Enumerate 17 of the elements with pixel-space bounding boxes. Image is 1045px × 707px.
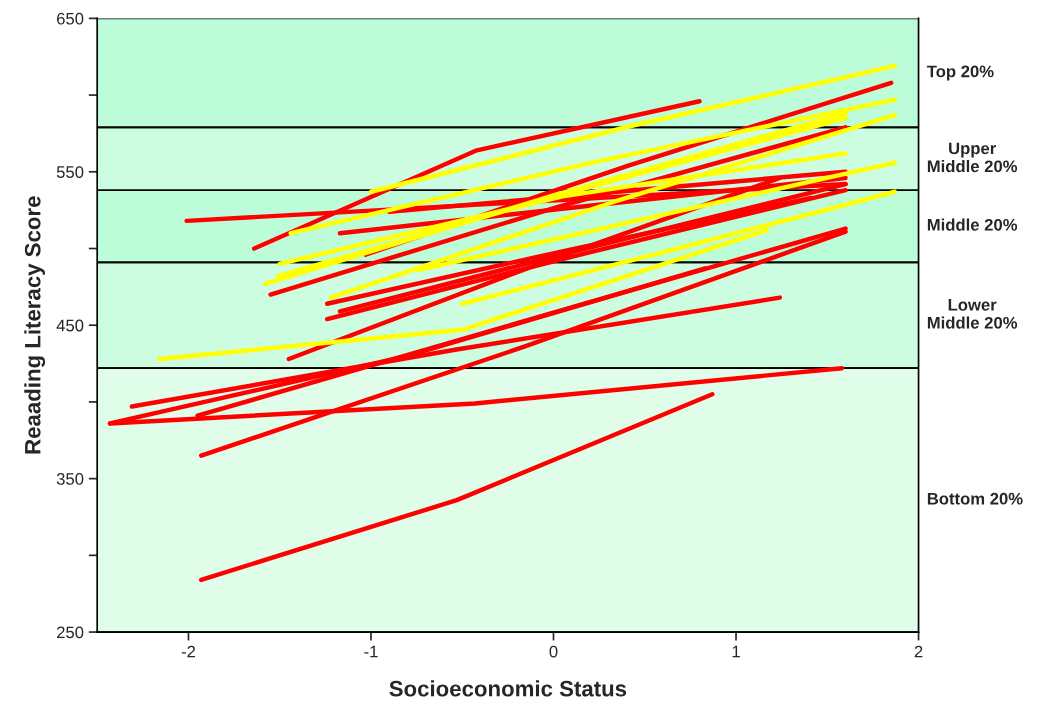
y-tick-label: 650 xyxy=(57,12,84,25)
y-tick-label: 350 xyxy=(56,473,84,485)
y-tick-label: 450 xyxy=(56,319,84,332)
band-label: Lower Middle 20% xyxy=(927,299,1018,329)
y-tick-label: 550 xyxy=(56,166,84,178)
x-axis-title: Socioeconomic Status xyxy=(389,680,627,697)
band-label: Upper Middle 20% xyxy=(927,142,1018,173)
x-tick-label: -2 xyxy=(181,645,196,658)
x-tick-label: -1 xyxy=(364,645,378,658)
y-axis-title: Reaading Literacy Score xyxy=(24,196,46,454)
y-tick-label: 250 xyxy=(57,626,84,639)
band-label: Middle 20% xyxy=(927,218,1018,231)
x-tick-label: 0 xyxy=(549,645,558,658)
x-tick-label: 1 xyxy=(732,645,740,658)
band-label: Bottom 20% xyxy=(927,492,1023,505)
band-label: Top 20% xyxy=(926,65,994,81)
x-tick-label: 2 xyxy=(914,645,923,658)
